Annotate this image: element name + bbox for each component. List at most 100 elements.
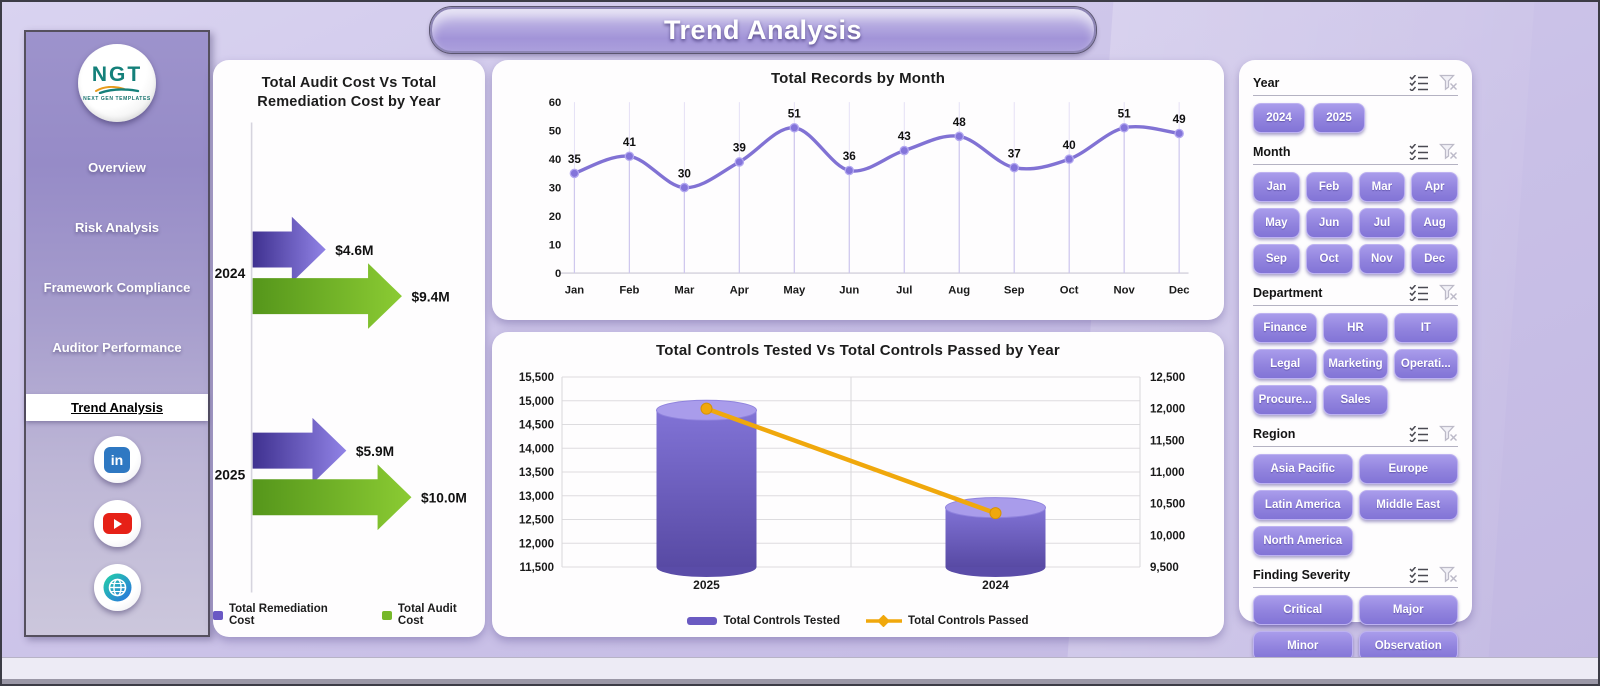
- passed-legend-swatch: [865, 615, 902, 627]
- logo-swoosh-icon: [95, 85, 140, 94]
- svg-text:2024: 2024: [982, 578, 1009, 592]
- svg-text:12,000: 12,000: [519, 538, 554, 550]
- svg-text:12,500: 12,500: [1150, 372, 1185, 384]
- svg-text:Oct: Oct: [1060, 285, 1079, 297]
- logo-subtext: NEXT GEN TEMPLATES: [83, 95, 151, 102]
- clear-filter-icon[interactable]: [1439, 566, 1458, 583]
- svg-text:Apr: Apr: [730, 285, 750, 297]
- filter-buttons-finding-severity: Critical Major Minor Observation: [1253, 595, 1458, 661]
- filter-button-asia-pacific[interactable]: Asia Pacific: [1253, 454, 1353, 484]
- svg-text:$4.6M: $4.6M: [335, 243, 373, 258]
- filter-button-aug[interactable]: Aug: [1411, 208, 1458, 238]
- records-by-month-card: Total Records by Month 0 10 20 30 40 50 60 Jan F…: [492, 60, 1224, 320]
- page-title-banner: Trend Analysis: [430, 7, 1096, 53]
- filter-buttons-month: Jan Feb Mar Apr May Jun Jul Aug Sep Oct Nov Dec: [1253, 172, 1458, 274]
- records-by-month-chart[interactable]: 0 10 20 30 40 50 60 Jan Feb Mar Apr May Jun Jul Aug Sep…: [492, 89, 1224, 320]
- multi-select-icon[interactable]: [1409, 284, 1429, 301]
- svg-text:43: 43: [898, 130, 912, 143]
- svg-text:41: 41: [623, 136, 637, 149]
- sidebar-item-risk-analysis[interactable]: Risk Analysis: [74, 220, 160, 235]
- svg-text:2025: 2025: [215, 467, 246, 482]
- filter-buttons-region: Asia Pacific Europe Latin America Middle Ea…: [1253, 454, 1458, 556]
- filter-button-jan[interactable]: Jan: [1253, 172, 1300, 202]
- filter-button-observation[interactable]: Observation: [1358, 631, 1458, 661]
- clear-filter-icon[interactable]: [1439, 425, 1458, 442]
- youtube-icon[interactable]: [93, 500, 141, 547]
- svg-text:30: 30: [549, 182, 562, 194]
- audit-vs-remediation-chart[interactable]: 2024 $4.6M $9.4M 2025 $5.9M $10.0M: [213, 114, 485, 601]
- svg-text:Jan: Jan: [565, 285, 585, 297]
- svg-text:39: 39: [733, 142, 747, 155]
- sidebar-item-framework-compliance[interactable]: Framework Compliance: [43, 280, 191, 295]
- filter-button-operati[interactable]: Operati...: [1393, 349, 1458, 379]
- window-bottom-strip: [2, 657, 1598, 684]
- multi-select-icon[interactable]: [1409, 425, 1429, 442]
- filter-label-department: Department: [1253, 285, 1323, 300]
- multi-select-icon[interactable]: [1409, 74, 1429, 91]
- svg-text:9,500: 9,500: [1150, 562, 1179, 574]
- filter-button-finance[interactable]: Finance: [1253, 313, 1318, 343]
- multi-select-icon[interactable]: [1409, 566, 1429, 583]
- controls-combo-chart[interactable]: 11,500 12,000 12,500 13,000 13,500 14,000 14,5…: [492, 361, 1224, 613]
- svg-text:20: 20: [549, 211, 562, 223]
- filter-button-critical[interactable]: Critical: [1253, 595, 1353, 625]
- filter-button-feb[interactable]: Feb: [1305, 172, 1353, 202]
- svg-text:40: 40: [549, 154, 562, 166]
- divider: [1253, 446, 1458, 447]
- svg-text:Jun: Jun: [839, 285, 859, 297]
- clear-filter-icon[interactable]: [1439, 143, 1458, 160]
- filter-button-jul[interactable]: Jul: [1358, 208, 1406, 238]
- svg-text:13,000: 13,000: [519, 491, 554, 503]
- filter-button-north-america[interactable]: North America: [1253, 526, 1353, 556]
- filter-label-month: Month: [1253, 144, 1291, 159]
- filter-button-europe[interactable]: Europe: [1358, 454, 1458, 484]
- svg-text:14,000: 14,000: [519, 443, 554, 455]
- filter-buttons-department: Finance HR IT Legal Marketing Operati... Procu…: [1253, 313, 1458, 415]
- svg-text:48: 48: [953, 116, 967, 129]
- multi-select-icon[interactable]: [1409, 143, 1429, 160]
- filter-button-jun[interactable]: Jun: [1305, 208, 1353, 238]
- audit-vs-remediation-legend: Total Remediation Cost Total Audit Cost: [213, 603, 485, 627]
- filter-section-header-region: Region: [1253, 425, 1458, 442]
- filter-button-middle-east[interactable]: Middle East: [1358, 490, 1458, 520]
- sidebar-item-trend-analysis[interactable]: Trend Analysis: [26, 394, 208, 421]
- filter-button-hr[interactable]: HR: [1323, 313, 1388, 343]
- sidebar-item-auditor-performance[interactable]: Auditor Performance: [52, 340, 182, 355]
- sidebar: NGT NEXT GEN TEMPLATES Overview Risk Anal…: [24, 30, 210, 637]
- filter-button-legal[interactable]: Legal: [1253, 349, 1318, 379]
- linkedin-icon[interactable]: in: [93, 436, 141, 483]
- filter-button-2024[interactable]: 2024: [1253, 103, 1305, 133]
- remediation-legend-label: Total Remediation Cost: [228, 603, 328, 627]
- svg-text:$9.4M: $9.4M: [411, 289, 449, 304]
- filter-button-latin-america[interactable]: Latin America: [1253, 490, 1353, 520]
- filter-button-nov[interactable]: Nov: [1358, 244, 1406, 274]
- filter-button-may[interactable]: May: [1253, 208, 1300, 238]
- audit-legend-label: Total Audit Cost: [397, 603, 457, 627]
- filter-button-major[interactable]: Major: [1358, 595, 1458, 625]
- filter-button-minor[interactable]: Minor: [1253, 631, 1353, 661]
- svg-text:10,500: 10,500: [1150, 499, 1185, 511]
- clear-filter-icon[interactable]: [1439, 74, 1458, 91]
- filter-button-sep[interactable]: Sep: [1253, 244, 1300, 274]
- records-by-month-title: Total Records by Month: [770, 70, 946, 87]
- filter-button-it[interactable]: IT: [1393, 313, 1458, 343]
- filter-button-marketing[interactable]: Marketing: [1323, 349, 1388, 379]
- filter-section-header-finding-severity: Finding Severity: [1253, 566, 1458, 583]
- svg-text:Sep: Sep: [1004, 285, 1025, 297]
- filter-label-finding-severity: Finding Severity: [1253, 567, 1351, 582]
- svg-text:15,500: 15,500: [519, 372, 554, 384]
- svg-text:10: 10: [549, 239, 562, 251]
- sidebar-item-overview[interactable]: Overview: [88, 160, 146, 175]
- filter-buttons-year: 2024 2025: [1253, 103, 1458, 133]
- filter-button-sales[interactable]: Sales: [1323, 385, 1388, 415]
- svg-text:Dec: Dec: [1169, 285, 1190, 297]
- globe-icon[interactable]: [93, 564, 141, 611]
- filter-button-2025[interactable]: 2025: [1313, 103, 1365, 133]
- svg-text:Aug: Aug: [948, 285, 970, 297]
- filter-button-procure[interactable]: Procure...: [1253, 385, 1318, 415]
- filter-button-mar[interactable]: Mar: [1358, 172, 1406, 202]
- filter-button-oct[interactable]: Oct: [1305, 244, 1353, 274]
- clear-filter-icon[interactable]: [1439, 284, 1458, 301]
- filter-button-dec[interactable]: Dec: [1411, 244, 1458, 274]
- filter-button-apr[interactable]: Apr: [1411, 172, 1458, 202]
